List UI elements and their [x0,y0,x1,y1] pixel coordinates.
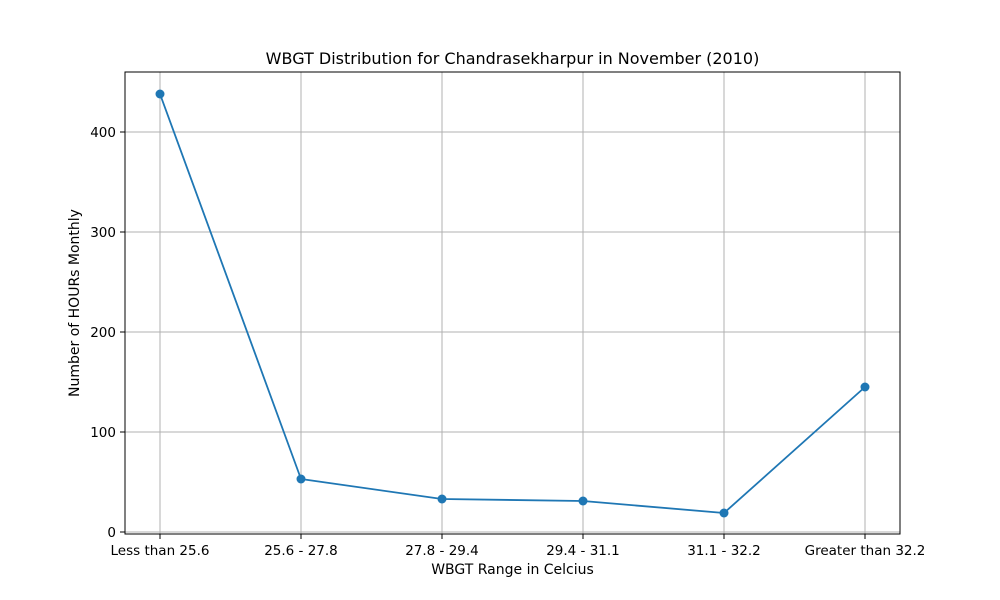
y-tick-label: 300 [90,225,116,241]
data-point [719,508,729,518]
data-point [155,89,165,99]
x-axis-label: WBGT Range in Celcius [431,562,594,578]
plot-area-frame [124,71,901,535]
data-point [296,474,306,484]
x-tick-label: 31.1 - 32.2 [687,543,761,559]
data-point [437,494,447,504]
x-tick-label: Less than 25.6 [111,543,210,559]
data-point [860,382,870,392]
series-line [159,93,866,514]
y-axis-label: Number of HOURs Monthly [67,209,83,397]
chart-title: WBGT Distribution for Chandrasekharpur i… [266,49,760,68]
x-tick-label: 25.6 - 27.8 [264,543,338,559]
y-tick-label: 0 [107,525,116,541]
y-tick-label: 400 [90,125,116,141]
x-tick-label: 29.4 - 31.1 [546,543,620,559]
y-tick-label: 100 [90,425,116,441]
y-tick-label: 200 [90,325,116,341]
series-layer [155,89,870,518]
data-point [578,496,588,506]
grid [125,72,900,534]
x-tick-label: 27.8 - 29.4 [405,543,479,559]
x-tick-label: Greater than 32.2 [805,543,926,559]
ticks: Less than 25.6 25.6 - 27.8 27.8 - 29.4 29.4… [90,125,925,559]
